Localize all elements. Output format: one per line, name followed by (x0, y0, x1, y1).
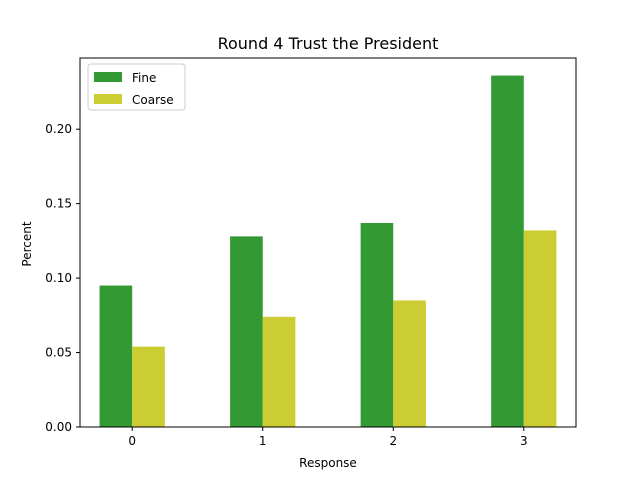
y-axis-label: Percent (20, 221, 34, 266)
x-tick-label: 1 (259, 434, 267, 448)
y-tick-label: 0.20 (45, 122, 72, 136)
bar-coarse-0 (132, 346, 165, 427)
x-tick-label: 0 (128, 434, 136, 448)
bar-fine-0 (99, 285, 133, 427)
legend: Fine Coarse (87, 63, 186, 111)
legend-label-coarse: Coarse (132, 93, 174, 107)
legend-label-fine: Fine (132, 71, 156, 85)
y-tick-label: 0.15 (45, 197, 72, 211)
bar-coarse-1 (262, 316, 296, 427)
plot-area: 0 1 2 3 0.00 0.05 0.10 0.15 0.20 (45, 57, 577, 448)
bar-coarse-2 (393, 300, 426, 427)
chart-title: Round 4 Trust the President (218, 34, 439, 53)
bar-coarse-3 (523, 230, 557, 427)
legend-swatch-fine (94, 72, 122, 82)
bar-fine-3 (491, 75, 524, 428)
bar-fine-1 (230, 236, 263, 427)
legend-swatch-coarse (94, 94, 122, 104)
y-tick-label: 0.00 (45, 420, 72, 434)
y-tick-label: 0.05 (45, 346, 72, 360)
x-axis-label: Response (299, 456, 357, 470)
axes-frame (79, 57, 577, 428)
x-tick-label: 2 (389, 434, 397, 448)
x-tick-label: 3 (520, 434, 528, 448)
y-tick-label: 0.10 (45, 271, 72, 285)
bar-fine-2 (360, 222, 394, 427)
